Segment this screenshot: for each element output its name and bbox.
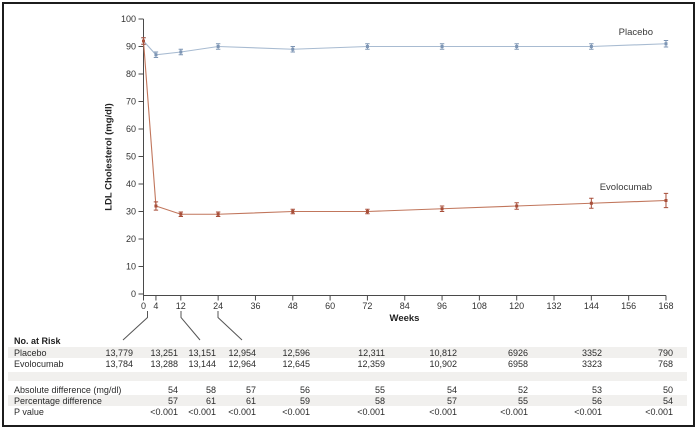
table-cell: 12,645 xyxy=(282,359,310,369)
table-cell: <0.001 xyxy=(357,407,385,417)
svg-text:48: 48 xyxy=(288,301,298,311)
svg-text:0: 0 xyxy=(141,301,146,311)
svg-text:20: 20 xyxy=(126,234,136,244)
svg-text:100: 100 xyxy=(121,14,136,24)
table-spacer-row xyxy=(8,372,687,381)
svg-text:12: 12 xyxy=(176,301,186,311)
svg-text:168: 168 xyxy=(658,301,673,311)
svg-text:10: 10 xyxy=(126,262,136,272)
table-cell: 57 xyxy=(245,385,256,395)
svg-text:60: 60 xyxy=(126,124,136,134)
row-label: Absolute difference (mg/dl) xyxy=(14,385,122,395)
table-cell: <0.001 xyxy=(282,407,310,417)
table-cell: 6926 xyxy=(507,348,528,358)
table-row: Placebo 13,779 13,251 13,151 12,954 12,596 12,… xyxy=(8,347,687,358)
svg-text:50: 50 xyxy=(126,152,136,162)
table-cell: 12,596 xyxy=(282,348,310,358)
table-cell: 55 xyxy=(517,396,528,406)
table-cell: 54 xyxy=(662,396,673,406)
table-cell: 61 xyxy=(205,396,216,406)
svg-text:156: 156 xyxy=(621,301,636,311)
table-row: Evolocumab 13,784 13,288 13,144 12,964 12,645… xyxy=(8,358,687,369)
table-cell: 13,151 xyxy=(188,348,216,358)
table-cell: 54 xyxy=(446,385,457,395)
table-cell: 13,288 xyxy=(150,359,178,369)
table-cell: 6958 xyxy=(507,359,528,369)
table-cell: 56 xyxy=(591,396,602,406)
table-cell: 13,144 xyxy=(188,359,216,369)
table-cell: 54 xyxy=(167,385,178,395)
table-cell: <0.001 xyxy=(574,407,602,417)
svg-text:30: 30 xyxy=(126,207,136,217)
svg-text:144: 144 xyxy=(584,301,599,311)
table-cell: <0.001 xyxy=(500,407,528,417)
table-cell: 13,784 xyxy=(105,359,133,369)
table-cell: 12,359 xyxy=(357,359,385,369)
table-cell: 3352 xyxy=(581,348,602,358)
table-cell: <0.001 xyxy=(429,407,457,417)
row-label: Evolocumab xyxy=(14,359,64,369)
svg-text:80: 80 xyxy=(126,69,136,79)
table-cell: 53 xyxy=(591,385,602,395)
table-cell: 52 xyxy=(517,385,528,395)
table-cell: 55 xyxy=(374,385,385,395)
no-at-risk-header: No. at Risk xyxy=(14,336,61,346)
table-cell: 58 xyxy=(374,396,385,406)
svg-text:70: 70 xyxy=(126,97,136,107)
table-cell: <0.001 xyxy=(150,407,178,417)
svg-text:60: 60 xyxy=(325,301,335,311)
table-cell: 59 xyxy=(299,396,310,406)
table-cell: <0.001 xyxy=(645,407,673,417)
svg-text:84: 84 xyxy=(400,301,410,311)
y-axis-title: LDL Cholesterol (mg/dl) xyxy=(103,103,115,211)
table-cell: 10,812 xyxy=(429,348,457,358)
axes xyxy=(143,19,666,296)
table-cell: 12,311 xyxy=(358,348,385,358)
table-row: Absolute difference (mg/dl) 54 58 57 56 55 54 5… xyxy=(8,384,687,395)
table-cell: 57 xyxy=(167,396,178,406)
svg-text:90: 90 xyxy=(126,42,136,52)
table-row: Percentage difference 57 61 61 59 58 57 55 56 54 xyxy=(8,395,687,406)
placebo-series xyxy=(141,37,669,58)
svg-text:120: 120 xyxy=(509,301,524,311)
svg-text:96: 96 xyxy=(437,301,447,311)
svg-text:36: 36 xyxy=(250,301,260,311)
table-cell: 58 xyxy=(205,385,216,395)
svg-text:72: 72 xyxy=(362,301,372,311)
svg-text:132: 132 xyxy=(547,301,562,311)
row-label: P value xyxy=(14,407,44,417)
evolocumab-series-label: Evolocumab xyxy=(599,182,652,193)
table-cell: 13,779 xyxy=(105,348,133,358)
row-label: Placebo xyxy=(14,348,47,358)
svg-text:108: 108 xyxy=(472,301,487,311)
table-leader-lines xyxy=(122,311,243,341)
table-cell: <0.001 xyxy=(228,407,256,417)
table-cell: <0.001 xyxy=(188,407,216,417)
table-cell: 12,964 xyxy=(228,359,256,369)
x-axis-title: Weeks xyxy=(389,313,420,324)
table-cell: 50 xyxy=(662,385,673,395)
table-cell: 12,954 xyxy=(228,348,256,358)
placebo-series-label: Placebo xyxy=(618,27,653,38)
svg-text:40: 40 xyxy=(126,179,136,189)
svg-text:4: 4 xyxy=(153,301,158,311)
evolocumab-series xyxy=(141,37,669,217)
table-row: P value <0.001 <0.001 <0.001 <0.001 <0.001 <0.… xyxy=(8,406,687,417)
table-cell: 56 xyxy=(299,385,310,395)
table-cell: 10,902 xyxy=(429,359,457,369)
table-cell: 768 xyxy=(657,359,673,369)
table-cell: 61 xyxy=(245,396,256,406)
svg-text:0: 0 xyxy=(131,289,136,299)
table-cell: 790 xyxy=(657,348,673,358)
table-cell: 57 xyxy=(446,396,457,406)
table-cell: 13,251 xyxy=(150,348,178,358)
table-cell: 3323 xyxy=(581,359,602,369)
svg-text:24: 24 xyxy=(213,301,223,311)
row-label: Percentage difference xyxy=(14,396,102,406)
